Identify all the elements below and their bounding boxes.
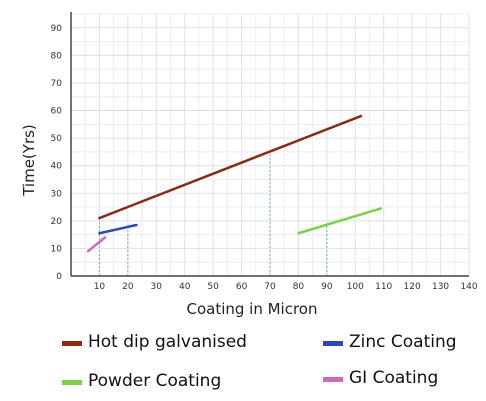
- x-tick-label: 50: [207, 282, 219, 292]
- legend-label: Powder Coating: [88, 371, 221, 391]
- y-tick-label: 30: [51, 189, 63, 199]
- legend-swatch: [323, 377, 343, 382]
- legend-swatch: [323, 341, 343, 346]
- x-tick-label: 40: [179, 282, 191, 292]
- x-tick-label: 60: [236, 282, 248, 292]
- y-tick-label: 40: [51, 162, 63, 172]
- axes: [70, 12, 469, 277]
- y-tick-label: 50: [51, 134, 63, 144]
- x-tick-label: 110: [375, 282, 392, 292]
- x-tick-label: 20: [122, 282, 134, 292]
- series-line-hot-dip-galvanised: [98, 114, 363, 220]
- y-tick-label: 80: [51, 51, 63, 61]
- y-tick-label: 70: [51, 79, 63, 89]
- x-tick-label: 130: [432, 282, 449, 292]
- y-tick-label: 20: [51, 217, 63, 227]
- y-tick-label: 60: [51, 107, 63, 117]
- y-tick-label: 0: [56, 272, 62, 282]
- series-line-gi-coating: [86, 236, 107, 253]
- series-line-zinc-coating: [98, 223, 138, 235]
- y-tick-label: 10: [51, 244, 63, 254]
- x-tick-label: 140: [460, 282, 477, 292]
- tick-labels: 10 20 30 40 50 60 70 80 90 100 110 120 130 140 0 10 20 30…: [51, 24, 478, 292]
- x-tick-label: 70: [264, 282, 276, 292]
- y-axis-title: Time(Yrs): [20, 124, 38, 197]
- y-tick-label: 90: [51, 24, 63, 34]
- legend-label: GI Coating: [349, 368, 438, 388]
- x-tick-label: 90: [321, 282, 333, 292]
- x-axis-title: Coating in Micron: [186, 300, 317, 318]
- series-line-powder-coating: [297, 207, 383, 235]
- legend: Hot dip galvanised Zinc Coating Powder Coa…: [62, 332, 457, 391]
- legend-label: Hot dip galvanised: [88, 332, 247, 352]
- legend-swatch: [62, 341, 82, 346]
- x-tick-label: 120: [404, 282, 421, 292]
- legend-label: Zinc Coating: [349, 332, 457, 352]
- series-lines: [86, 114, 383, 253]
- x-tick-label: 100: [347, 282, 364, 292]
- x-tick-label: 30: [151, 282, 163, 292]
- reference-lines: [98, 154, 328, 276]
- x-tick-label: 80: [293, 282, 305, 292]
- grid: [71, 13, 470, 276]
- x-tick-label: 10: [94, 282, 106, 292]
- legend-swatch: [62, 380, 82, 385]
